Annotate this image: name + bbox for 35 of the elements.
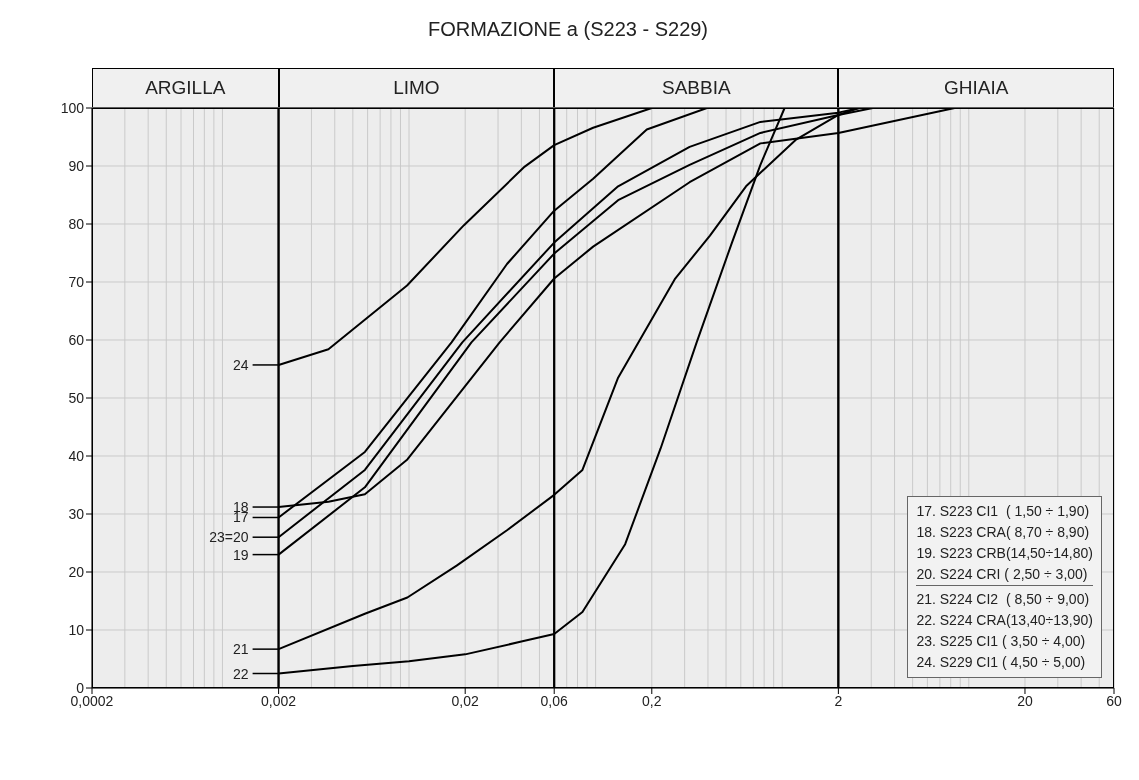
x-tick-label: 60 [1106, 692, 1122, 709]
band-label: LIMO [278, 68, 555, 108]
legend-label: 21 [233, 641, 249, 658]
legend-label: 23=20 [209, 529, 249, 546]
annotation: 20. S224 CRI ( 2,50 ÷ 3,00) [916, 565, 1089, 584]
y-tick-label: 30 [68, 505, 85, 522]
annotation: 18. S223 CRA( 8,70 ÷ 8,90) [916, 523, 1091, 542]
x-tick-label: 2 [834, 692, 843, 709]
legend-label: 24 [233, 356, 249, 373]
y-tick-label: 100 [60, 99, 85, 116]
x-tick-label: 0,02 [451, 692, 480, 709]
annotation: 17. S223 CI1 ( 1,50 ÷ 1,90) [916, 502, 1091, 521]
x-tick-label: 0,002 [261, 692, 297, 709]
y-tick-label: 60 [68, 331, 85, 348]
annotation: 24. S229 CI1 ( 4,50 ÷ 5,00) [916, 653, 1087, 672]
annotation: 19. S223 CRB(14,50÷14,80) [916, 544, 1093, 563]
chart-title: FORMAZIONE a (S223 - S229) [426, 18, 710, 41]
y-tick-label: 70 [68, 273, 85, 290]
annotation: 22. S224 CRA(13,40÷13,90) [916, 611, 1093, 630]
band-label: ARGILLA [92, 68, 279, 108]
y-tick-label: 20 [68, 563, 85, 580]
y-tick-label: 90 [68, 157, 85, 174]
x-tick-label: 0,2 [642, 692, 662, 709]
band-label: SABBIA [554, 68, 839, 108]
x-tick-label: 0,06 [540, 692, 569, 709]
y-tick-label: 80 [68, 215, 85, 232]
band-label: GHIAIA [838, 68, 1114, 108]
legend-label: 22 [233, 665, 249, 682]
y-tick-label: 10 [68, 621, 85, 638]
y-tick-label: 40 [68, 447, 85, 464]
annotation: 23. S225 CI1 ( 3,50 ÷ 4,00) [916, 632, 1087, 651]
legend-label: 19 [233, 546, 249, 563]
annotation: 21. S224 CI2 ( 8,50 ÷ 9,00) [916, 585, 1093, 610]
y-tick-label: 50 [68, 389, 85, 406]
x-tick-label: 20 [1017, 692, 1033, 709]
